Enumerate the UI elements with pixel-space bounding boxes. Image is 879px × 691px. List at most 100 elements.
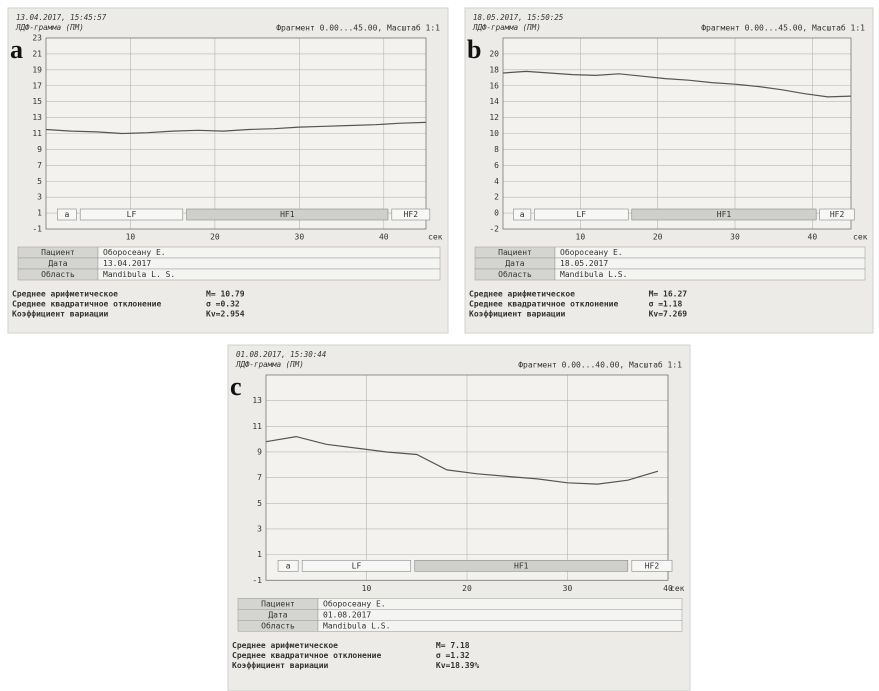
stat-label: Среднее арифметическое — [232, 641, 338, 650]
stat-label: Среднее арифметическое — [12, 290, 118, 299]
info-value-cell — [554, 268, 866, 281]
info-label: Пациент — [41, 248, 75, 257]
x-tick-label: 10 — [576, 233, 586, 242]
y-tick-label: -1 — [252, 576, 262, 585]
y-tick-label: 11 — [252, 422, 262, 431]
y-tick-label: 9 — [37, 145, 42, 154]
y-tick-label: -1 — [32, 225, 42, 234]
x-tick-label: 20 — [210, 233, 220, 242]
ldf-trace — [502, 70, 852, 98]
info-label: Область — [498, 269, 532, 279]
y-tick-label: 4 — [494, 177, 499, 186]
panel-label: a — [10, 35, 23, 64]
band-label: HF1 — [717, 210, 732, 219]
info-value: Оборосеану Е. — [560, 247, 623, 257]
y-tick-label: 10 — [489, 129, 499, 138]
y-tick-label: 17 — [32, 81, 42, 90]
stat-label: Среднее квадратичное отклонение — [232, 651, 381, 660]
band-box — [301, 559, 412, 572]
x-tick-label: 10 — [362, 584, 372, 593]
stat-label: Среднее квадратичное отклонение — [469, 300, 618, 309]
stat-label: Коэффициент вариации — [469, 310, 566, 319]
info-label: Пациент — [261, 599, 295, 608]
y-tick-label: 0 — [494, 209, 499, 218]
y-tick-label: 7 — [257, 473, 262, 482]
info-label: Пациент — [498, 248, 532, 257]
info-value-cell — [317, 609, 683, 621]
stat-value: σ =0.32 — [206, 300, 240, 309]
stat-value: Kv=18.39% — [436, 661, 480, 670]
y-tick-label: 20 — [489, 49, 499, 58]
plot-frame — [265, 374, 669, 581]
band-label: а — [64, 210, 69, 219]
y-tick-label: 14 — [489, 97, 499, 106]
y-tick-label: 12 — [489, 113, 499, 122]
band-label: HF2 — [830, 210, 845, 219]
plot-frame — [502, 37, 852, 230]
fragment: Фрагмент 0.00...40.00, Масштаб 1:1 — [518, 360, 682, 370]
y-tick-label: 6 — [494, 161, 499, 170]
x-tick-label: 40 — [663, 584, 673, 593]
x-axis-label: сек — [428, 233, 443, 242]
y-tick-label: 16 — [489, 81, 499, 90]
x-tick-label: 30 — [563, 584, 573, 593]
band-box — [186, 208, 389, 221]
info-value: 13.04.2017 — [103, 259, 151, 268]
y-tick-label: 18 — [489, 65, 499, 74]
band-label: HF1 — [280, 210, 295, 219]
timestamp: 13.04.2017, 15:45:57 — [16, 13, 107, 22]
info-label: Область — [261, 620, 295, 630]
band-label: HF2 — [645, 561, 660, 570]
x-tick-label: 30 — [730, 233, 740, 242]
info-value-cell — [317, 620, 683, 632]
info-value: 01.08.2017 — [323, 610, 371, 619]
y-tick-label: 13 — [32, 113, 42, 122]
fragment: Фрагмент 0.00...45.00, Масштаб 1:1 — [701, 23, 865, 33]
x-axis-label: сек — [670, 584, 685, 593]
info-label: Дата — [268, 610, 287, 619]
band-label: LF — [352, 561, 362, 570]
y-tick-label: 8 — [494, 145, 499, 154]
y-tick-label: 2 — [494, 193, 499, 202]
y-tick-label: 5 — [257, 499, 262, 508]
y-tick-label: 5 — [37, 177, 42, 186]
band-label: HF1 — [514, 561, 529, 570]
fragment: Фрагмент 0.00...45.00, Масштаб 1:1 — [276, 23, 440, 33]
timestamp: 18.05.2017, 15:50:25 — [473, 13, 564, 22]
info-value: Mandibula L.S. — [323, 621, 390, 630]
band-box — [277, 559, 299, 572]
y-tick-label: 19 — [32, 65, 42, 74]
band-label: а — [286, 561, 291, 570]
band-box — [414, 559, 629, 572]
y-tick-label: 1 — [37, 209, 42, 218]
stat-value: M= 10.79 — [206, 290, 245, 299]
stat-value: σ =1.18 — [649, 300, 683, 309]
x-tick-label: 10 — [126, 233, 136, 242]
band-label: LF — [576, 210, 586, 219]
x-tick-label: 40 — [379, 233, 389, 242]
info-label: Дата — [48, 259, 67, 268]
x-tick-label: 40 — [808, 233, 818, 242]
chart-title: ЛДФ-грамма (ПМ) — [235, 360, 304, 369]
info-value: Mandibula L.S. — [560, 270, 627, 279]
y-tick-label: 9 — [257, 447, 262, 456]
band-label: а — [520, 210, 525, 219]
y-tick-label: 3 — [37, 193, 42, 202]
info-label: Дата — [505, 259, 524, 268]
band-box — [57, 208, 77, 221]
band-box — [534, 208, 629, 221]
band-box — [391, 208, 431, 221]
band-label: HF2 — [404, 210, 419, 219]
info-value: Оборосеану Е. — [323, 598, 386, 608]
x-axis-label: сек — [853, 233, 868, 242]
band-box — [819, 208, 855, 221]
y-tick-label: 21 — [32, 49, 42, 58]
stat-label: Среднее арифметическое — [469, 290, 575, 299]
stat-label: Коэффициент вариации — [12, 310, 109, 319]
info-label: Область — [41, 269, 75, 279]
stat-value: M= 16.27 — [649, 290, 688, 299]
y-tick-label: 15 — [32, 97, 42, 106]
band-box — [79, 208, 184, 221]
stat-value: M= 7.18 — [436, 641, 470, 650]
